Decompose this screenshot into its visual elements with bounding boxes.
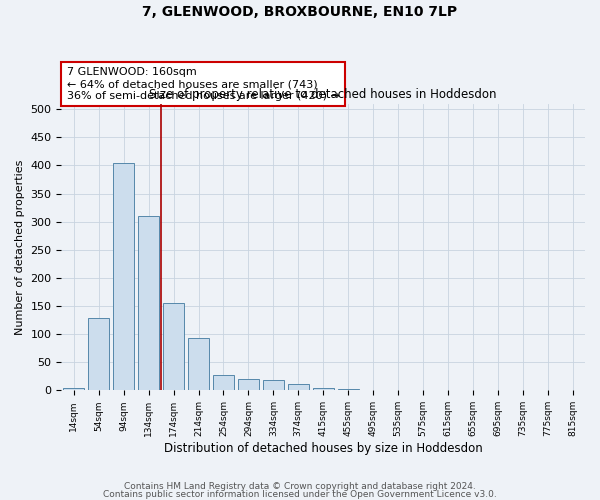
Bar [88,318,109,390]
Text: Contains HM Land Registry data © Crown copyright and database right 2024.: Contains HM Land Registry data © Crown c… [124,482,476,491]
Bar [113,162,134,390]
Bar [213,374,234,390]
X-axis label: Distribution of detached houses by size in Hoddesdon: Distribution of detached houses by size … [164,442,482,455]
Bar [338,388,359,390]
Bar [163,303,184,390]
Bar [287,384,309,390]
Bar [188,338,209,390]
Y-axis label: Number of detached properties: Number of detached properties [15,160,25,334]
Text: 7, GLENWOOD, BROXBOURNE, EN10 7LP: 7, GLENWOOD, BROXBOURNE, EN10 7LP [142,5,458,19]
Title: Size of property relative to detached houses in Hoddesdon: Size of property relative to detached ho… [149,88,497,101]
Bar [313,388,334,390]
Bar [138,216,159,390]
Text: Contains public sector information licensed under the Open Government Licence v3: Contains public sector information licen… [103,490,497,499]
Text: 7 GLENWOOD: 160sqm
← 64% of detached houses are smaller (743)
36% of semi-detach: 7 GLENWOOD: 160sqm ← 64% of detached hou… [67,68,340,100]
Bar [238,379,259,390]
Bar [263,380,284,390]
Bar [63,388,85,390]
